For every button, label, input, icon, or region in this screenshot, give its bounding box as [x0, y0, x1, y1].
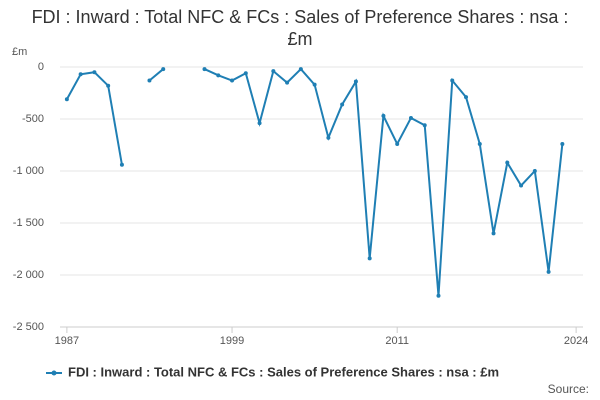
data-point: [271, 69, 276, 74]
data-point: [367, 256, 372, 261]
data-point: [464, 95, 469, 100]
data-point: [477, 141, 482, 146]
data-point: [436, 293, 441, 298]
data-point: [408, 115, 413, 120]
y-tick-label: -2 500: [13, 321, 44, 333]
x-tick-label: 2011: [385, 335, 409, 347]
y-tick-label: -2 000: [13, 269, 44, 281]
data-point: [395, 141, 400, 146]
data-point: [491, 231, 496, 236]
data-point: [285, 80, 290, 85]
data-point: [353, 79, 358, 84]
chart-title: FDI : Inward : Total NFC & FCs : Sales o…: [31, 7, 569, 49]
y-tick-label: -1 000: [13, 165, 44, 177]
data-point: [257, 121, 262, 126]
data-point: [560, 141, 565, 146]
source: Source:: [548, 382, 589, 396]
data-point: [381, 113, 386, 118]
series-line: [66, 67, 564, 296]
data-point: [106, 83, 111, 88]
data-point: [147, 78, 152, 83]
data-point: [216, 73, 221, 78]
legend-label: FDI : Inward : Total NFC & FCs : Sales o…: [68, 364, 499, 379]
data-point: [230, 78, 235, 83]
data-point: [422, 123, 427, 128]
data-point: [312, 82, 317, 87]
legend-marker: [51, 370, 57, 376]
data-point: [519, 183, 524, 188]
data-point: [326, 135, 331, 140]
data-point: [64, 97, 69, 102]
y-axis-label: £m: [12, 46, 27, 58]
data-point: [119, 162, 124, 167]
y-tick-label: 0: [38, 61, 44, 73]
data-point: [202, 67, 207, 72]
data-point: [340, 102, 345, 107]
data-point: [546, 269, 551, 274]
data-point: [78, 72, 83, 77]
data-point: [532, 169, 537, 173]
y-tick-label: -500: [22, 113, 44, 125]
x-tick-label: 1999: [220, 335, 244, 347]
y-tick-label: -1 500: [13, 217, 44, 229]
data-point: [298, 67, 303, 72]
x-tick-label: 1987: [55, 335, 79, 347]
data-point: [505, 160, 510, 165]
x-tick-label: 2024: [564, 335, 588, 347]
data-point: [161, 67, 166, 72]
data-point: [243, 71, 248, 76]
data-point: [450, 78, 455, 83]
data-point: [92, 70, 97, 75]
